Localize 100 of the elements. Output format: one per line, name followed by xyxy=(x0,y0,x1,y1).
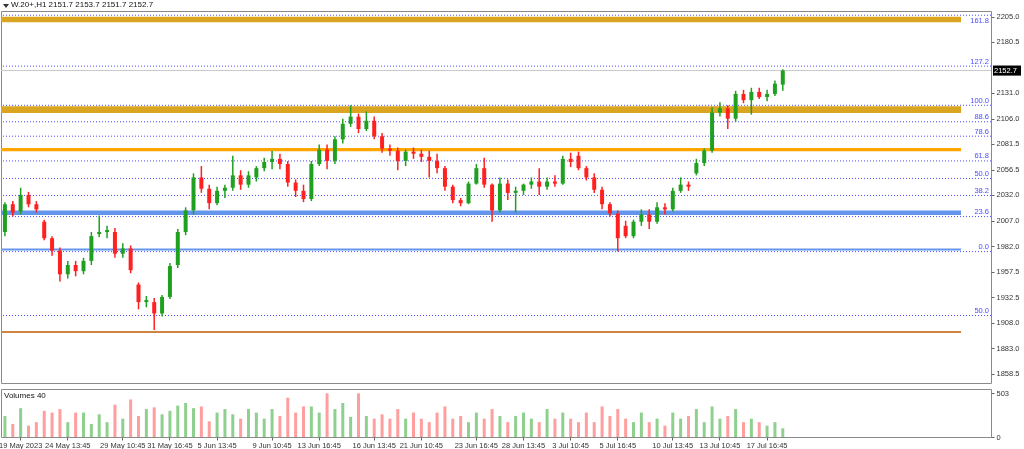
bar xyxy=(58,409,62,437)
candlestick xyxy=(50,235,55,257)
bar xyxy=(702,422,706,437)
candlestick xyxy=(128,244,133,274)
bar xyxy=(262,418,266,437)
bar xyxy=(710,406,714,437)
bar xyxy=(160,414,164,437)
candlestick xyxy=(285,160,290,188)
bar xyxy=(734,409,738,437)
candlestick xyxy=(592,172,597,194)
bar xyxy=(176,405,180,437)
bar xyxy=(773,422,777,437)
bar xyxy=(412,412,415,437)
bar xyxy=(569,418,573,437)
bar xyxy=(584,412,588,437)
bar xyxy=(184,402,188,437)
bar xyxy=(152,407,156,437)
candlestick xyxy=(505,178,510,201)
bar xyxy=(199,406,203,437)
bar xyxy=(247,409,250,437)
bar xyxy=(278,416,282,437)
bar xyxy=(498,416,502,437)
candlestick xyxy=(207,183,212,211)
candlestick xyxy=(466,180,471,205)
candlestick xyxy=(442,165,447,192)
bar xyxy=(435,412,439,437)
bar xyxy=(302,406,305,437)
bar xyxy=(66,422,70,437)
bar xyxy=(506,422,510,437)
bar xyxy=(718,418,722,437)
bar xyxy=(639,412,643,437)
bar xyxy=(663,425,667,437)
bar xyxy=(537,422,541,437)
bar xyxy=(74,412,78,437)
candlestick xyxy=(356,112,361,134)
bar xyxy=(137,416,140,437)
bar xyxy=(42,410,46,437)
bar xyxy=(726,416,730,437)
bar xyxy=(121,418,125,437)
bar xyxy=(168,410,172,437)
bar xyxy=(616,409,620,437)
candlestick xyxy=(482,157,487,189)
bar xyxy=(144,409,148,437)
bar xyxy=(749,418,753,437)
candlestick xyxy=(780,68,785,92)
bar xyxy=(192,408,195,437)
bar xyxy=(333,409,337,437)
candlestick xyxy=(749,87,754,116)
bar xyxy=(757,422,761,437)
bar xyxy=(50,412,54,437)
bar xyxy=(608,416,612,437)
bar xyxy=(577,422,580,437)
bar xyxy=(357,393,360,437)
bar xyxy=(3,416,7,437)
chart-title: W.20+,H1 2151.7 2153.7 2151.7 2152.7 xyxy=(11,0,154,9)
bar xyxy=(742,422,745,437)
candlestick xyxy=(183,206,188,236)
candlestick xyxy=(474,163,479,186)
bar xyxy=(97,414,101,437)
candlestick xyxy=(450,183,455,204)
bar xyxy=(11,423,15,437)
bar xyxy=(765,425,769,437)
candlestick xyxy=(717,101,722,118)
bar xyxy=(592,422,596,437)
bar xyxy=(27,425,30,437)
candlestick xyxy=(270,149,275,170)
candlestick xyxy=(215,185,220,206)
candlestick xyxy=(112,227,117,259)
bar xyxy=(105,422,109,437)
bar xyxy=(427,422,431,437)
candlestick xyxy=(372,115,377,141)
bar xyxy=(419,418,423,437)
candlestick xyxy=(238,169,243,191)
bar xyxy=(380,414,384,437)
bar xyxy=(404,418,408,437)
candlestick xyxy=(230,155,235,192)
candlestick xyxy=(332,135,337,165)
bar xyxy=(388,418,392,437)
bar xyxy=(687,416,690,437)
bar xyxy=(34,422,38,437)
candlestick xyxy=(380,132,385,154)
candlestick xyxy=(120,242,125,259)
bar xyxy=(545,409,549,437)
bar xyxy=(309,406,313,437)
candlestick xyxy=(647,208,652,230)
bar xyxy=(522,412,525,437)
bar xyxy=(223,409,227,437)
bar xyxy=(647,422,651,437)
candlestick xyxy=(662,202,667,216)
candlestick xyxy=(105,225,110,239)
bar xyxy=(349,416,353,437)
candlestick xyxy=(136,281,141,311)
bar xyxy=(694,409,698,437)
candlestick xyxy=(387,143,392,157)
candlestick xyxy=(435,152,440,175)
candlestick xyxy=(325,143,330,170)
candlestick xyxy=(395,146,400,171)
candlestick xyxy=(552,174,557,188)
bar xyxy=(19,408,23,437)
bar xyxy=(113,404,117,437)
